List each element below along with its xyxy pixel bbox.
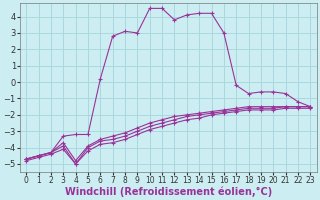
X-axis label: Windchill (Refroidissement éolien,°C): Windchill (Refroidissement éolien,°C) [65,186,272,197]
